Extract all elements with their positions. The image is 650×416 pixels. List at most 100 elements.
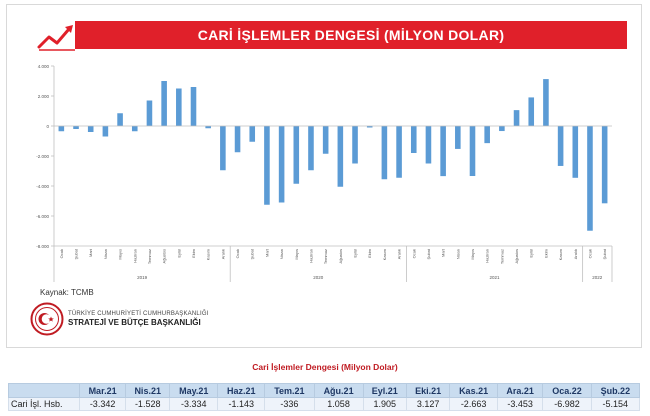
x-tick-label: Mayıs [118, 249, 123, 260]
x-tick-label: Temmuz [323, 249, 328, 264]
x-group-label: 2022 [592, 275, 603, 280]
data-table: Mar.21 Nis.21 May.21 Haz.21 Tem.21 Ağu.21 Eyl.… [8, 383, 641, 411]
x-tick-label: Ocak [411, 249, 416, 258]
table-value-cell: 3.127 [405, 397, 451, 411]
bar [293, 126, 300, 184]
bar [131, 126, 138, 132]
table-header-cell: Haz.21 [217, 383, 266, 398]
bar [366, 126, 373, 128]
x-tick-label: Aralık [573, 249, 578, 259]
bar [337, 126, 344, 187]
table-header-row: Mar.21 Nis.21 May.21 Haz.21 Tem.21 Ağu.21 Eyl.… [8, 383, 641, 398]
chart-title: CARİ İŞLEMLER DENGESİ (MİLYON DOLAR) [75, 21, 627, 49]
x-tick-label: Kasım [558, 248, 563, 260]
x-tick-label: Şubat [426, 248, 431, 259]
table-header-cell: Kas.21 [449, 383, 498, 398]
bar [543, 79, 549, 126]
table-corner-cell [8, 383, 80, 398]
x-tick-label: Ekim [191, 248, 196, 258]
bar [528, 97, 535, 126]
table-header-cell: Eki.21 [405, 383, 451, 398]
x-group-label: 2021 [490, 275, 501, 280]
table-header-cell: Şub.22 [590, 383, 641, 398]
bar [440, 126, 446, 177]
table-row-label: Cari İşl. Hsb. [8, 397, 80, 411]
table-header-cell: Tem.21 [264, 383, 315, 398]
x-tick-label: Mayıs [294, 249, 299, 260]
x-tick-label: Şubat [602, 248, 607, 259]
source-note: Kaynak: TCMB [40, 288, 94, 297]
bar [469, 126, 476, 177]
bar [499, 126, 505, 132]
org-name-line1: TÜRKİYE CUMHURİYETİ CUMHURBAŞKANLIĞI [68, 310, 209, 317]
y-tick-label: 2.000 [38, 94, 50, 99]
table-value-cell: -3.342 [78, 397, 127, 411]
x-tick-label: Mart [264, 248, 269, 257]
y-tick-label: -2.000 [36, 154, 49, 159]
bar [322, 126, 329, 154]
table-value-cell: -1.528 [125, 397, 171, 411]
x-tick-label: Eylül [529, 249, 534, 258]
bar [572, 126, 579, 178]
trend-line-icon [37, 25, 75, 51]
bar [587, 126, 593, 231]
x-tick-label: Nisan [455, 249, 460, 259]
x-tick-label: Ağustos [338, 249, 343, 263]
bar [557, 126, 564, 166]
table-value-cell: 1.905 [362, 397, 407, 411]
x-tick-label: Şubat [250, 248, 255, 259]
org-name-line2: STRATEJİ VE BÜTÇE BAŞKANLIĞI [68, 317, 201, 327]
bar [381, 126, 388, 180]
x-tick-label: Şubat [74, 248, 79, 259]
x-tick-label: Temmuz [499, 249, 504, 264]
table-header-cell: Nis.21 [125, 383, 171, 398]
x-tick-label: Ocak [587, 249, 592, 258]
bar-chart: 4.000 2.000 0 -2.000 -4.000 -6.000 -8.000 Ocak Ş… [36, 64, 613, 282]
bar [425, 126, 432, 164]
x-tick-label: Eylül [176, 249, 181, 258]
bar [308, 126, 314, 171]
y-tick-label: 4.000 [38, 64, 50, 69]
table-header-cell: Mar.21 [78, 383, 127, 398]
bar [278, 126, 285, 203]
bar [190, 87, 197, 126]
table-header-cell: May.21 [169, 383, 219, 398]
bar [146, 100, 153, 126]
table-header-cell: Oca.22 [542, 383, 592, 398]
bar [264, 126, 270, 205]
bar [73, 126, 79, 129]
x-tick-label: Nisan [103, 249, 108, 259]
x-tick-label: Nisan [279, 249, 284, 259]
bar [249, 126, 256, 142]
bar [161, 81, 167, 126]
table-title: Cari İşlemler Dengesi (Milyon Dolar) [252, 362, 398, 372]
x-tick-label: Ekim [367, 248, 372, 258]
y-tick-label: -4.000 [36, 184, 49, 189]
table-row: Cari İşl. Hsb. -3.342 -1.528 -3.334 -1.143-… [8, 397, 641, 411]
bar [352, 126, 358, 164]
bar [102, 126, 109, 137]
x-tick-label: Ocak [235, 249, 240, 258]
table-value-cell: -3.334 [169, 397, 219, 411]
x-group-label: 2020 [313, 275, 324, 280]
x-tick-label: Ocak [59, 249, 64, 258]
y-tick-label: 0 [46, 124, 49, 129]
table-value-cell: -6.982 [542, 397, 592, 411]
bar [601, 126, 608, 204]
bar [410, 126, 417, 153]
table-value-cell: -3.453 [496, 397, 544, 411]
bar [513, 110, 520, 126]
y-tick-label: -8.000 [36, 244, 49, 249]
table-value-cell: -5.154 [590, 397, 641, 411]
bar [205, 126, 211, 129]
x-tick-label: Haziran [485, 249, 490, 263]
bar [234, 126, 241, 153]
table-value-cell: -1.143 [217, 397, 266, 411]
y-tick-label: -6.000 [36, 214, 49, 219]
x-tick-label: Ağustos [162, 249, 167, 263]
bar [87, 126, 94, 132]
table-value-cell: -336 [264, 397, 315, 411]
x-tick-label: Mart [441, 248, 446, 257]
bar [117, 113, 123, 126]
x-tick-label: Aralık [397, 249, 402, 259]
